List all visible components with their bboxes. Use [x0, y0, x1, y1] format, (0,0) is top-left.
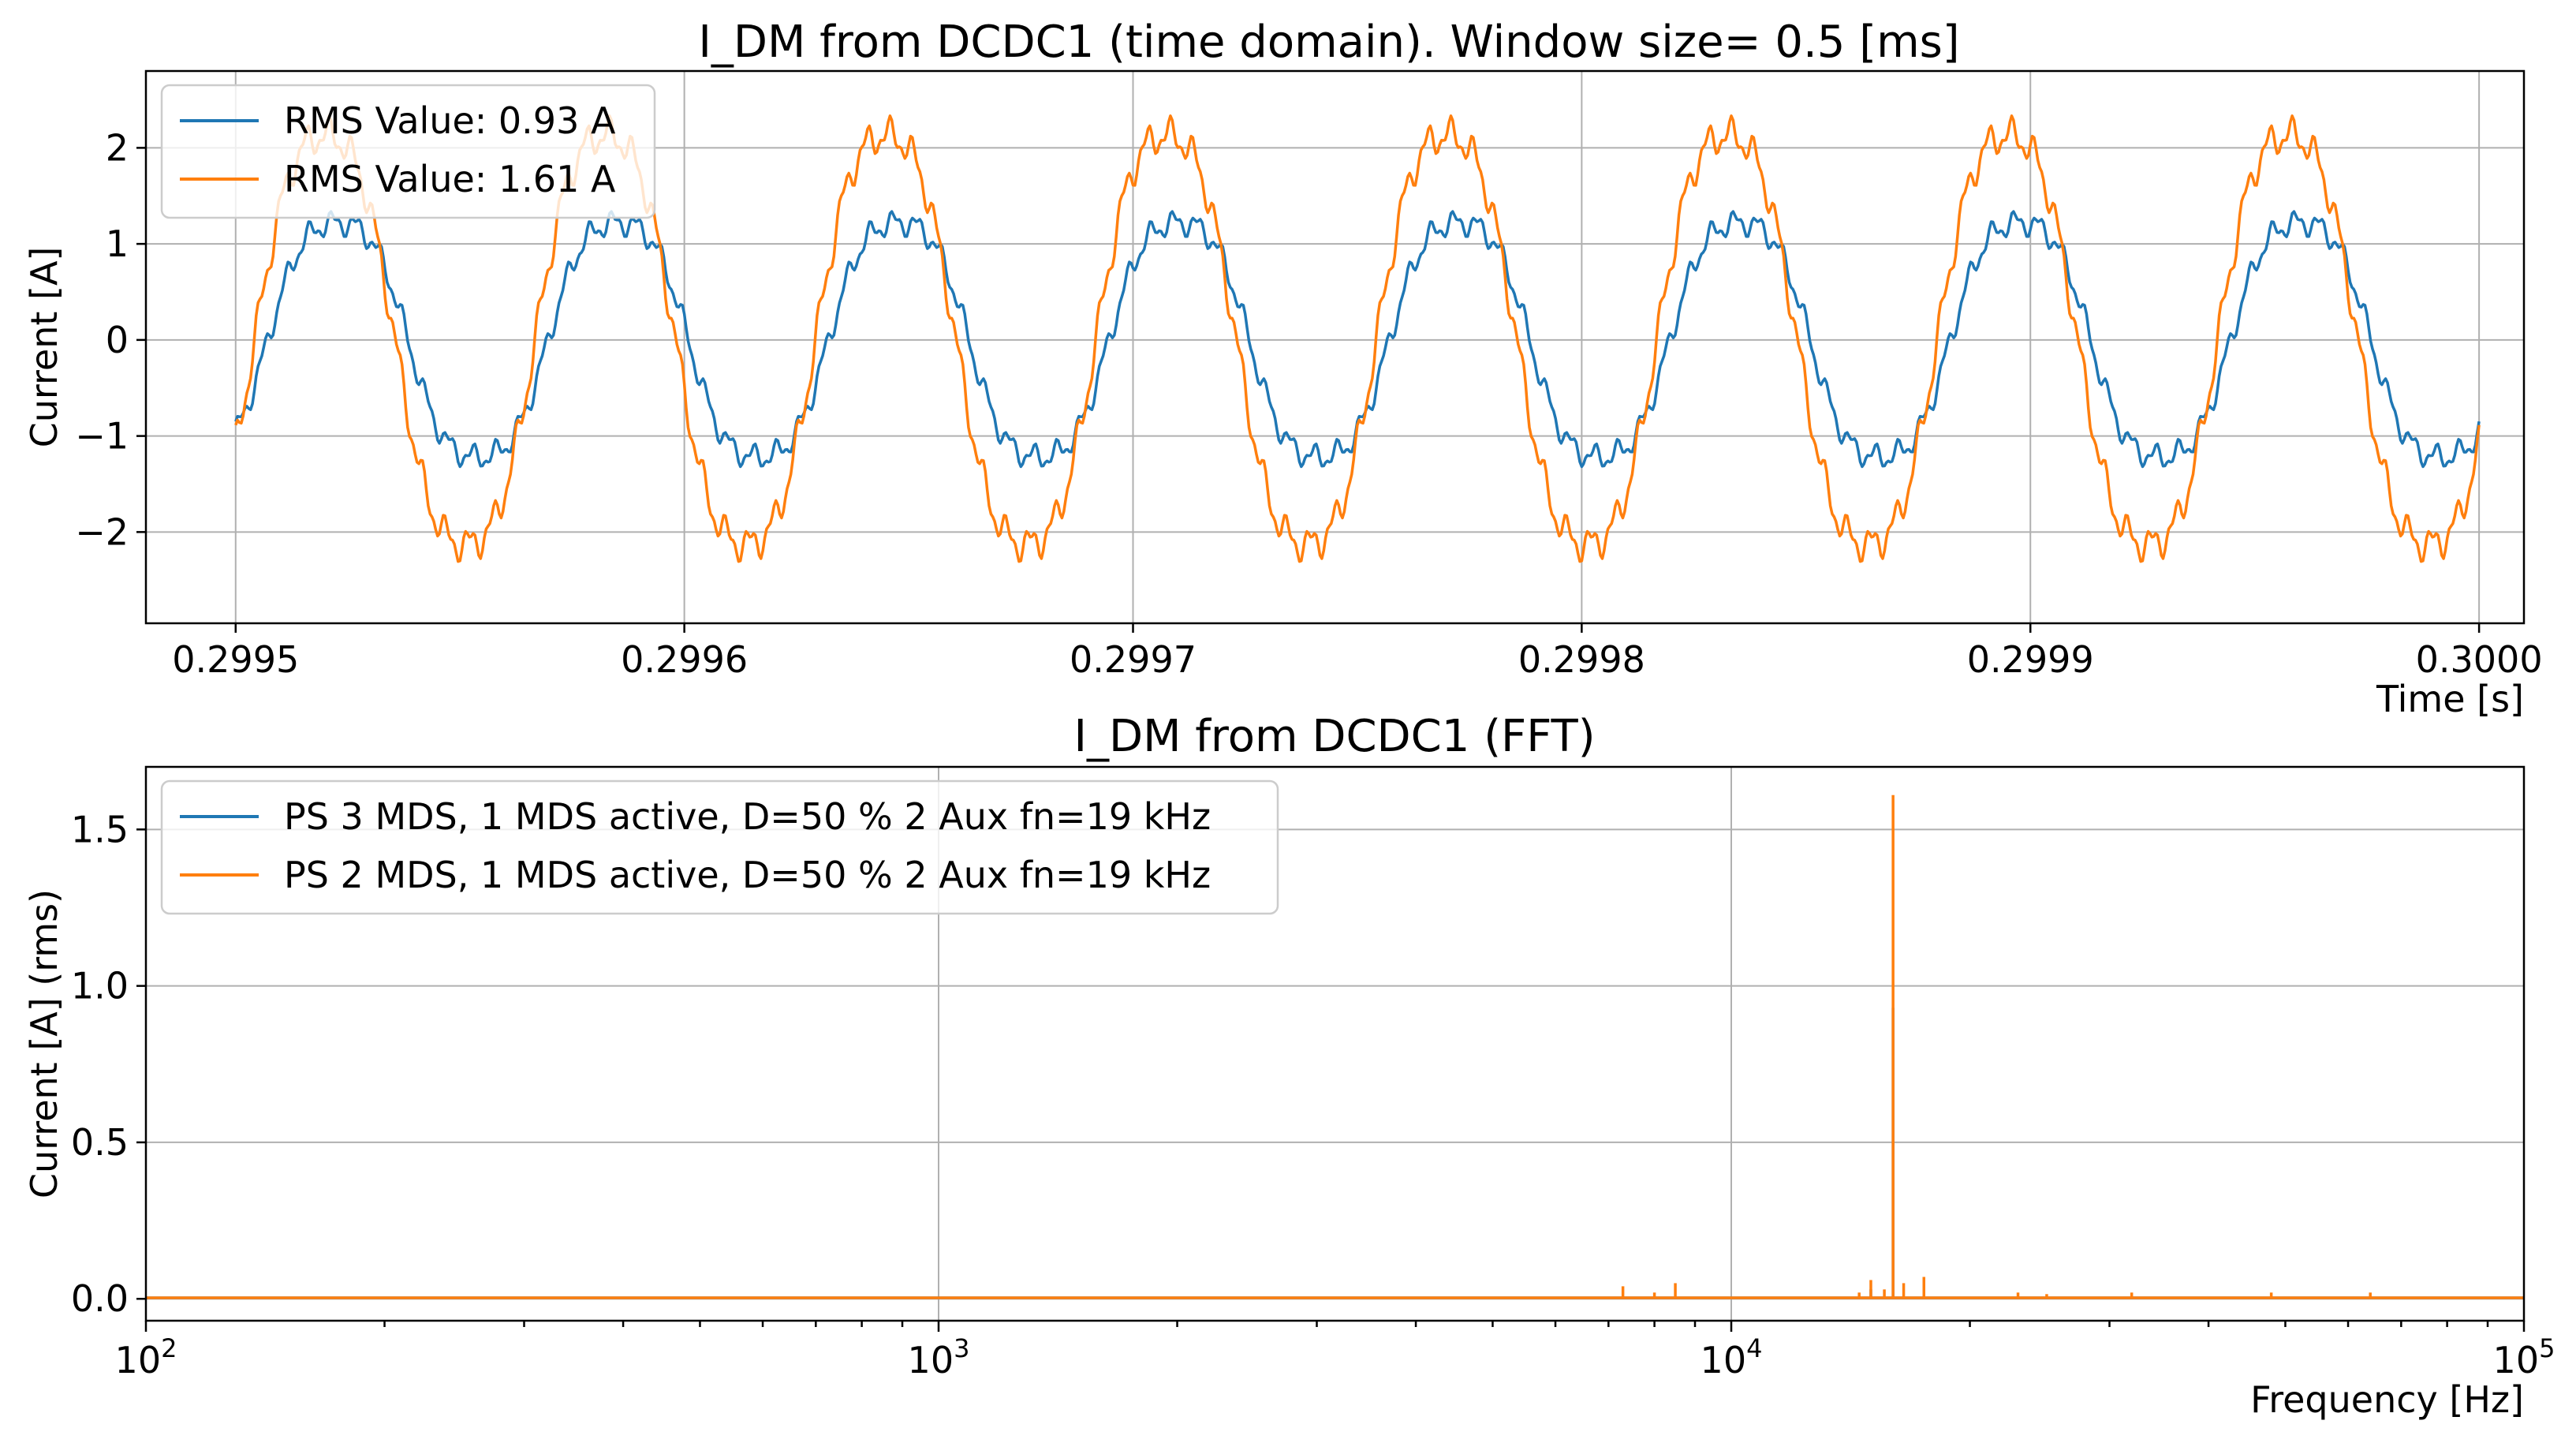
- fft-chart-xlabel: Frequency [Hz]: [2250, 1378, 2524, 1421]
- y-tick-label: 1: [106, 222, 129, 265]
- fft-chart-title: I_DM from DCDC1 (FFT): [1073, 711, 1595, 762]
- y-tick-label: 1.0: [71, 965, 129, 1007]
- time-chart-frame: [144, 69, 2526, 625]
- legend-label-rms-0.93: RMS Value: 0.93 A: [284, 99, 616, 142]
- y-tick-label: 1.5: [71, 808, 129, 850]
- x-tick-label: 0.2996: [621, 638, 748, 681]
- fft-chart-legend: PS 3 MDS, 1 MDS active, D=50 % 2 Aux fn=…: [160, 779, 1279, 915]
- legend-label-ps3: PS 3 MDS, 1 MDS active, D=50 % 2 Aux fn=…: [284, 795, 1211, 838]
- x-tick-label: 104: [1701, 1333, 1763, 1381]
- x-tick-label: 0.2999: [1967, 638, 2094, 681]
- time-chart-legend: RMS Value: 0.93 A RMS Value: 1.61 A: [160, 84, 656, 219]
- fft-chart: I_DM from DCDC1 (FFT) 102 103 104 105 0.0 0.5…: [23, 711, 2555, 1421]
- y-tick-label: −1: [75, 415, 129, 458]
- time-chart-title: I_DM from DCDC1 (time domain). Window si…: [698, 17, 1959, 68]
- legend-label-ps2: PS 2 MDS, 1 MDS active, D=50 % 2 Aux fn=…: [284, 854, 1211, 896]
- x-tick-label: 0.2997: [1070, 638, 1197, 681]
- time-chart-ticks: 0.2995 0.2996 0.2997 0.2998 0.2999 0.3000 2 1 0 −…: [75, 126, 2542, 681]
- y-tick-label: 0.5: [71, 1121, 129, 1164]
- x-tick-label: 0.3000: [2416, 638, 2543, 681]
- fft-chart-frame: [144, 765, 2526, 1322]
- legend-label-rms-1.61: RMS Value: 1.61 A: [284, 158, 616, 200]
- fft-chart-series: [146, 794, 2524, 1299]
- x-tick-label: 105: [2493, 1333, 2555, 1381]
- fft-chart-ticks: 102 103 104 105 0.0 0.5 1.0 1.5: [71, 808, 2555, 1381]
- time-chart-xlabel: Time [s]: [2376, 678, 2524, 720]
- y-tick-label: 0: [106, 319, 129, 361]
- fft-chart-ylabel: Current [A] (rms): [23, 889, 65, 1198]
- time-chart-ylabel: Current [A]: [23, 247, 65, 448]
- y-tick-label: 0.0: [71, 1277, 129, 1320]
- y-tick-label: −2: [75, 510, 129, 553]
- x-tick-label: 0.2995: [172, 638, 299, 681]
- x-tick-label: 102: [115, 1333, 177, 1381]
- y-tick-label: 2: [106, 126, 129, 169]
- x-tick-label: 0.2998: [1518, 638, 1645, 681]
- x-tick-label: 103: [908, 1333, 970, 1381]
- time-domain-chart: I_DM from DCDC1 (time domain). Window si…: [23, 17, 2543, 720]
